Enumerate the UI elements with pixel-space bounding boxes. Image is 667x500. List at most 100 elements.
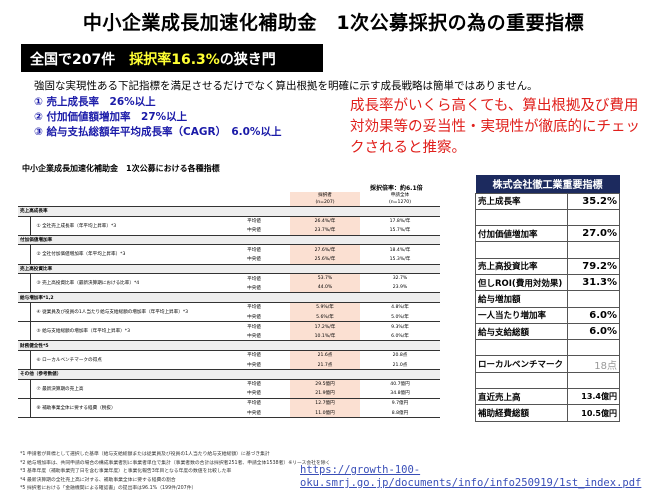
company-metric-label: 売上高投資比率 — [475, 257, 568, 275]
adoption-banner: 全国で207件 採択率16.3%の狭き門 — [21, 44, 323, 72]
adopted-value: 17.2%/年 — [290, 321, 360, 332]
section-name: 給与増加率*1,2 — [18, 292, 440, 303]
adopted-value: 26.4%/年 — [290, 216, 360, 226]
company-row — [475, 339, 620, 357]
section-name: 付加価値増加率 — [18, 234, 440, 246]
section-row: 付加価値増加率 — [18, 234, 440, 246]
indent-cell — [18, 322, 30, 332]
source-link-line2[interactable]: oku.smrj.go.jp/documents/info/info250919… — [300, 477, 642, 489]
metric-label: ⑥ ローカルベンチマークの得点 — [29, 349, 218, 371]
company-metric-value: 79.2% — [567, 257, 620, 275]
company-indicators-table: 株式会社徹工業重要指標 売上成長率 35.2% 付加価値増加率 27.0% 売上高投資比… — [475, 175, 620, 422]
metric-label: ④ 従業員及び役員の1人当たり給与支給総額の増加率（年平均上昇率）*3 — [29, 301, 218, 323]
header-adopted: 採択者 (n=207) — [290, 192, 360, 207]
all-value: 18.4%/年 — [389, 247, 411, 253]
indent-cell — [18, 408, 30, 418]
company-row: 給与支給総額 6.0% — [475, 322, 620, 341]
all-value: 21.0点 — [392, 362, 408, 368]
all-value: 23.9% — [392, 285, 408, 291]
adopted-value: 25.6%/年 — [290, 254, 360, 265]
source-link-line1[interactable]: https://growth-100- — [300, 464, 421, 476]
company-metric-value: 18点 — [567, 355, 620, 373]
metric-label: ⑦ 最新決算期の売上高 — [29, 378, 218, 399]
indent-cell — [18, 350, 30, 360]
all-value: 15.3%/年 — [389, 257, 411, 263]
indent-cell — [18, 360, 30, 370]
indent-cell — [18, 274, 30, 284]
stat-type: 平均値 — [247, 401, 261, 407]
adopted-value: 21.9億円 — [290, 388, 360, 399]
stat-type: 中央値 — [247, 314, 261, 320]
company-metric-value: 13.4億円 — [567, 388, 620, 406]
company-metric-value — [567, 208, 620, 227]
adopted-value: 10.1%/年 — [290, 331, 360, 341]
company-row: 付加価値増加率 27.0% — [475, 225, 620, 243]
company-row: 売上高投資比率 79.2% — [475, 257, 620, 275]
indent-cell — [18, 379, 30, 389]
section-name: 財務健全性*5 — [18, 340, 440, 351]
company-row: ローカルベンチマーク 18点 — [475, 355, 620, 373]
all-value: 20.8点 — [392, 353, 408, 359]
adoption-ratio: 採択倍率：約6.1倍 — [370, 185, 423, 192]
page-title: 中小企業成長加速化補助金 1次公募採択の為の重要指標 — [82, 12, 585, 34]
section-row: 売上高成長率 — [18, 206, 440, 217]
company-metric-value: 35.2% — [567, 192, 620, 210]
adopted-value: 53.7% — [290, 273, 360, 284]
stat-type: 中央値 — [247, 228, 261, 234]
company-row: 一人当たり増加率 6.0% — [475, 306, 620, 324]
metric-label: ⑧ 補助事業全体に要する経費（税抜） — [29, 397, 218, 419]
header-all-label: 申請全体 — [390, 193, 410, 198]
adopted-value: 5.9%/年 — [290, 302, 360, 313]
table-title: 中小企業成長加速化補助金 1次公募における各種指標 — [22, 164, 220, 173]
adopted-value: 23.7%/年 — [290, 225, 360, 236]
company-metric-label: 付加価値増加率 — [475, 225, 568, 243]
metric-label: ⑤ 給与支給総額の増加率（年平均上昇率）*3 — [29, 321, 218, 342]
header-all: 申請全体 (n=1270) — [360, 192, 440, 207]
section-row: 財務健全性*5 — [18, 340, 440, 351]
all-value: 6.0%/年 — [391, 333, 409, 339]
company-metric-value — [567, 339, 620, 357]
criterion-1: ① 売上成長率 26%以上 — [34, 96, 156, 108]
source-link[interactable]: https://growth-100- oku.smrj.go.jp/docume… — [300, 464, 641, 490]
company-metric-label: 補助経費総額 — [475, 404, 568, 422]
company-row: 直近売上高 13.4億円 — [475, 388, 620, 406]
metric-label: ① 全社売上成長率（年平均上昇率）*3 — [29, 215, 218, 236]
stat-type: 平均値 — [247, 305, 261, 311]
company-metric-label: 給与支給総額 — [475, 322, 568, 341]
stat-type: 中央値 — [247, 391, 261, 397]
company-row — [475, 208, 620, 227]
stat-type: 中央値 — [247, 362, 261, 368]
stat-type: 平均値 — [247, 353, 261, 359]
banner-highlight: 採択率16.3% — [129, 52, 220, 68]
company-metric-label — [475, 371, 568, 390]
indent-cell — [18, 389, 30, 399]
criterion-2: ② 付加価値額増加率 27%以上 — [34, 111, 188, 123]
footnote: *3 基準年度（補助事業完了日を含む事業年度）と事業化報告3年目となる年度の数値… — [20, 469, 232, 474]
company-metric-label: 但しROI(費用対効果) — [475, 273, 568, 292]
company-metric-value — [567, 241, 620, 259]
all-value: 8.8億円 — [391, 410, 409, 416]
table-row: ② 全社付加価値増加率（年平均上昇率）*3 平均値 27.6%/年 18.4%/年 — [18, 244, 440, 265]
stat-type: 中央値 — [247, 285, 261, 291]
company-metric-label — [475, 208, 568, 227]
all-value: 17.8%/年 — [389, 219, 411, 225]
adopted-value: 27.6%/年 — [290, 244, 360, 255]
company-metric-value: 6.0% — [567, 322, 620, 341]
indicators-table: 採択者 (n=207) 申請全体 (n=1270) 売上高成長率 ① 全社売上成長率（… — [18, 192, 440, 419]
header-adopted-n: (n=207) — [315, 200, 335, 205]
footnote: *1 申請者が目標として選択した基準（給与支給総額または従業員及び役員の1人当た… — [20, 452, 270, 457]
section-row: 給与増加率*1,2 — [18, 292, 440, 303]
indent-cell — [18, 283, 30, 293]
indent-cell — [18, 245, 30, 255]
company-table-title: 株式会社徹工業重要指標 — [475, 175, 620, 193]
company-metric-label: 給与増加額 — [475, 290, 568, 308]
company-metric-label — [475, 339, 568, 357]
all-value: 34.8億円 — [390, 391, 410, 397]
section-name: その他（参考数値） — [18, 369, 440, 380]
criterion-3: ③ 給与支払総額年平均成長率（CAGR） 6.0%以上 — [34, 126, 282, 138]
indent-cell — [18, 398, 30, 408]
header-adopted-label: 採択者 — [318, 193, 332, 198]
indent-cell — [18, 226, 30, 236]
adopted-value: 11.0億円 — [290, 407, 360, 418]
company-metric-label — [475, 241, 568, 259]
